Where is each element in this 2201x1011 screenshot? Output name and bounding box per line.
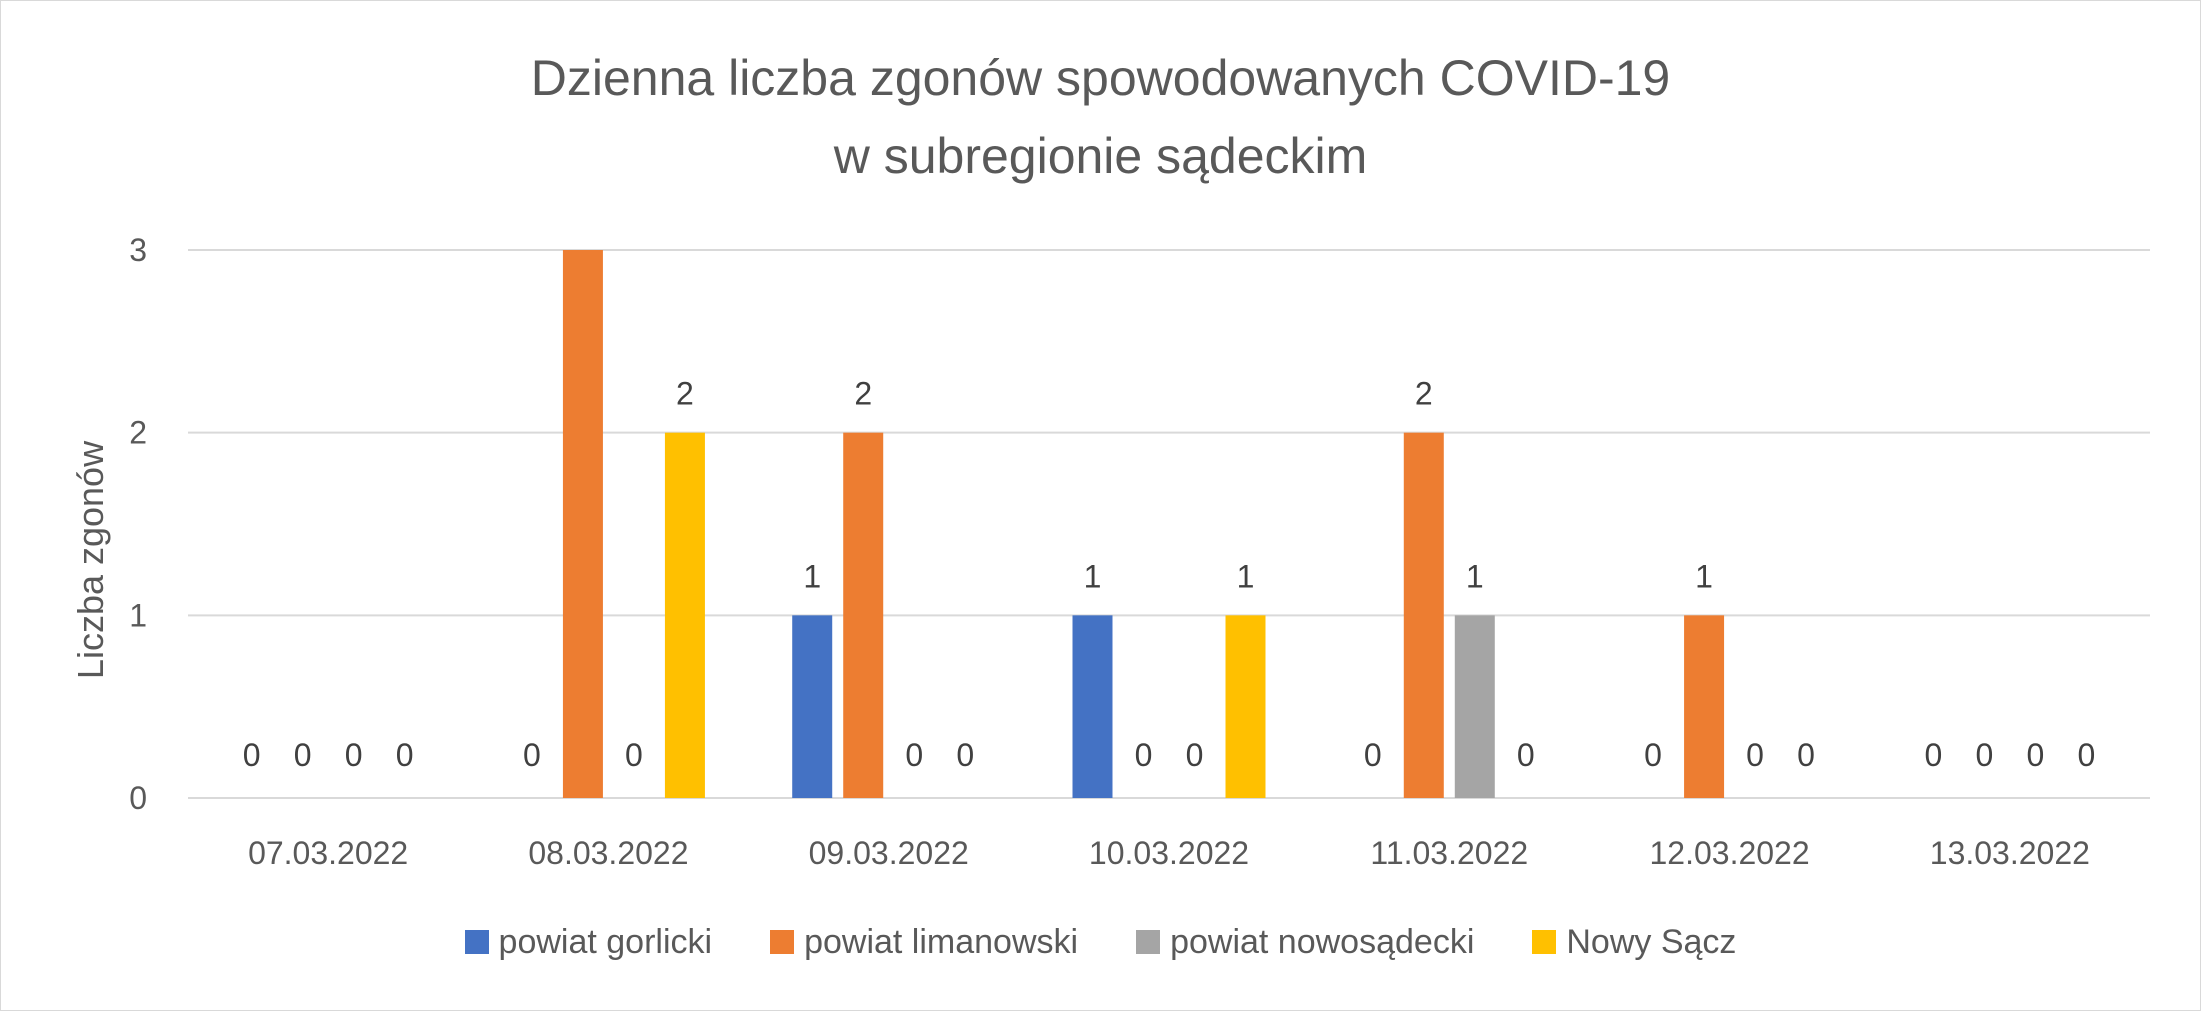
x-tick-label: 07.03.2022 — [248, 835, 408, 871]
data-label: 0 — [1517, 737, 1535, 773]
bar — [1225, 615, 1266, 798]
y-tick-label: 3 — [129, 232, 147, 268]
data-label: 0 — [956, 737, 974, 773]
legend-label: powiat nowosądecki — [1170, 923, 1475, 961]
chart-title-line-2: w subregionie sądeckim — [833, 128, 1368, 184]
bar — [792, 615, 833, 798]
bar — [1072, 615, 1113, 798]
bar-layer — [562, 250, 1725, 798]
bar — [1684, 615, 1725, 798]
bar — [664, 432, 705, 798]
data-label: 0 — [1924, 737, 1942, 773]
data-label: 0 — [1746, 737, 1764, 773]
data-label: 0 — [345, 737, 363, 773]
data-label: 0 — [2026, 737, 2044, 773]
data-label: 0 — [1364, 737, 1382, 773]
legend-swatch — [1532, 930, 1557, 954]
data-label: 1 — [1695, 558, 1713, 594]
data-label: 0 — [1797, 737, 1815, 773]
chart-title-line-1: Dzienna liczba zgonów spowodowanych COVI… — [530, 50, 1671, 106]
data-label: 0 — [523, 737, 541, 773]
legend-swatch — [770, 930, 795, 954]
y-tick-label: 2 — [129, 415, 147, 451]
bar — [1403, 432, 1444, 798]
data-label: 2 — [1415, 376, 1433, 412]
x-tick-label: 12.03.2022 — [1649, 835, 1809, 871]
legend-item: Nowy Sącz — [1532, 922, 1736, 962]
legend-item: powiat nowosądecki — [1136, 922, 1474, 962]
legend-label: Nowy Sącz — [1566, 923, 1737, 961]
data-label: 1 — [1466, 558, 1484, 594]
y-tick-label: 1 — [129, 597, 147, 633]
data-label: 1 — [1084, 558, 1102, 594]
bar — [562, 250, 603, 798]
data-label: 0 — [294, 737, 312, 773]
data-label: 1 — [1237, 558, 1255, 594]
y-tick-label: 0 — [129, 780, 147, 816]
data-label: 0 — [625, 737, 643, 773]
data-label: 0 — [2077, 737, 2095, 773]
data-label: 2 — [854, 376, 872, 412]
data-label: 0 — [243, 737, 261, 773]
legend-item: powiat limanowski — [770, 922, 1078, 962]
legend-item: powiat gorlicki — [464, 922, 713, 962]
legend-swatch — [1136, 930, 1161, 954]
x-tick-label: 09.03.2022 — [809, 835, 969, 871]
legend-label: powiat gorlicki — [498, 923, 713, 961]
legend-label: powiat limanowski — [804, 923, 1079, 961]
data-label: 1 — [803, 558, 821, 594]
grid-layer — [188, 249, 2150, 799]
data-label: 0 — [1644, 737, 1662, 773]
axis-layer: 0 1 2 3 07.03.2022 08.03.2022 09.03.2022 10.03.… — [129, 232, 2090, 871]
bar — [1454, 615, 1495, 798]
x-tick-label: 08.03.2022 — [528, 835, 688, 871]
bar — [843, 432, 884, 798]
data-label: 0 — [1135, 737, 1153, 773]
data-label: 2 — [676, 376, 694, 412]
legend-swatch — [464, 930, 489, 954]
y-axis-label: Liczba zgonów — [70, 440, 111, 679]
data-label: 0 — [905, 737, 923, 773]
x-tick-label: 11.03.2022 — [1370, 835, 1528, 871]
data-label: 0 — [1186, 737, 1204, 773]
x-tick-label: 13.03.2022 — [1930, 835, 2090, 871]
data-label: 0 — [1975, 737, 1993, 773]
data-label: 0 — [396, 737, 414, 773]
x-tick-label: 10.03.2022 — [1089, 835, 1249, 871]
legend: powiat gorlicki powiat limanowski powiat n… — [0, 922, 2201, 962]
